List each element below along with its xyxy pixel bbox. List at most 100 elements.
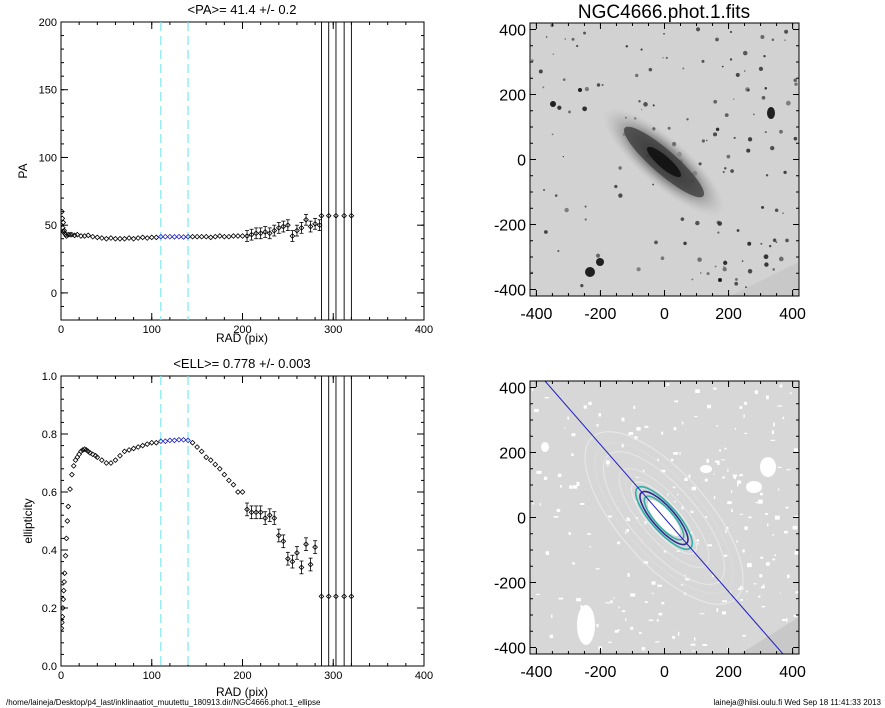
pa-data-points	[61, 208, 355, 242]
masked-region	[676, 550, 681, 552]
masked-region	[564, 427, 566, 429]
masked-region	[643, 561, 648, 565]
data-point	[189, 439, 196, 446]
masked-region	[672, 636, 676, 639]
ellipticity-plot-frame	[60, 375, 425, 667]
star	[768, 244, 772, 248]
data-point	[271, 515, 278, 521]
data-point	[153, 234, 160, 241]
y-tick-label: -400	[494, 641, 526, 658]
masked-region	[651, 592, 654, 594]
star	[640, 108, 643, 111]
bright-source	[767, 107, 775, 119]
star	[733, 136, 736, 139]
y-tick-label: 1.0	[42, 371, 57, 383]
masked-region	[644, 425, 649, 428]
pa-plot-ticks: 0 100 200 300 400 0 50 100 150 200	[39, 17, 434, 336]
data-point	[148, 234, 155, 241]
star	[601, 83, 604, 86]
data-point	[341, 212, 348, 219]
data-point	[289, 233, 296, 239]
star	[571, 37, 575, 41]
star	[761, 205, 765, 209]
masked-region	[661, 601, 665, 605]
star	[557, 249, 560, 253]
star	[531, 59, 534, 62]
masked-region	[556, 508, 561, 513]
masked-region	[740, 599, 743, 601]
data-point	[61, 570, 68, 577]
masked-region	[713, 495, 716, 499]
star	[654, 240, 658, 245]
star	[660, 256, 665, 261]
data-point	[244, 233, 250, 239]
masked-region	[792, 525, 798, 530]
masked-region	[580, 604, 583, 609]
data-point	[144, 441, 151, 448]
data-point	[112, 457, 119, 463]
data-point	[76, 451, 83, 458]
masked-region	[742, 549, 745, 553]
masked-region	[716, 608, 719, 612]
masked-region	[657, 584, 662, 587]
star	[544, 230, 548, 234]
masked-region	[716, 425, 719, 427]
masked-region	[613, 597, 615, 599]
data-point	[71, 232, 78, 239]
masked-region	[737, 588, 743, 591]
masked-region	[758, 499, 763, 504]
masked-region	[727, 468, 729, 473]
data-point	[135, 235, 142, 241]
data-point	[61, 625, 65, 632]
masked-region	[596, 423, 599, 427]
star	[735, 72, 740, 77]
masked-region	[691, 486, 697, 491]
masked-region	[532, 503, 535, 505]
data-point	[333, 212, 339, 219]
masked-region	[605, 602, 611, 604]
y-tick-label: 0	[51, 288, 57, 300]
masked-region	[782, 416, 785, 420]
masked-region	[721, 611, 727, 615]
masked-region	[731, 509, 733, 512]
data-point	[212, 461, 219, 468]
masked-region	[760, 492, 764, 496]
star	[543, 188, 546, 191]
masked-region	[606, 465, 609, 467]
star	[722, 171, 725, 174]
masked-region	[535, 593, 540, 596]
masked-region	[685, 577, 690, 581]
masked-region	[694, 416, 698, 418]
data-point	[266, 230, 273, 237]
y-tick-label: 400	[499, 23, 526, 40]
masked-region	[777, 405, 783, 407]
data-point	[185, 437, 191, 444]
footer-stamp: laineja@hiisi.oulu.fi Wed Sep 18 11:41:3…	[713, 698, 882, 707]
data-point	[148, 439, 155, 446]
data-point	[180, 436, 187, 443]
masked-region	[617, 541, 621, 545]
contour-image-masked-regions	[532, 383, 799, 652]
ellipticity-bound-lines	[321, 376, 352, 666]
star	[667, 126, 671, 130]
star	[663, 33, 665, 35]
masked-region	[779, 384, 783, 388]
star	[726, 154, 731, 159]
data-point	[69, 471, 75, 478]
masked-region	[731, 489, 733, 494]
masked-region	[746, 563, 752, 568]
data-point	[221, 233, 228, 240]
data-point	[294, 550, 300, 556]
data-point	[235, 489, 241, 495]
masked-region	[772, 534, 775, 536]
y-tick-label: 0	[517, 153, 526, 170]
x-tick-label: 0	[660, 306, 669, 323]
star	[697, 257, 702, 262]
y-tick-label: 200	[499, 88, 526, 105]
masked-region	[785, 506, 789, 509]
x-tick-label: 300	[324, 670, 342, 682]
data-point	[248, 509, 255, 516]
data-point	[194, 444, 200, 450]
x-tick-label: 0	[58, 324, 64, 336]
star	[723, 260, 728, 266]
